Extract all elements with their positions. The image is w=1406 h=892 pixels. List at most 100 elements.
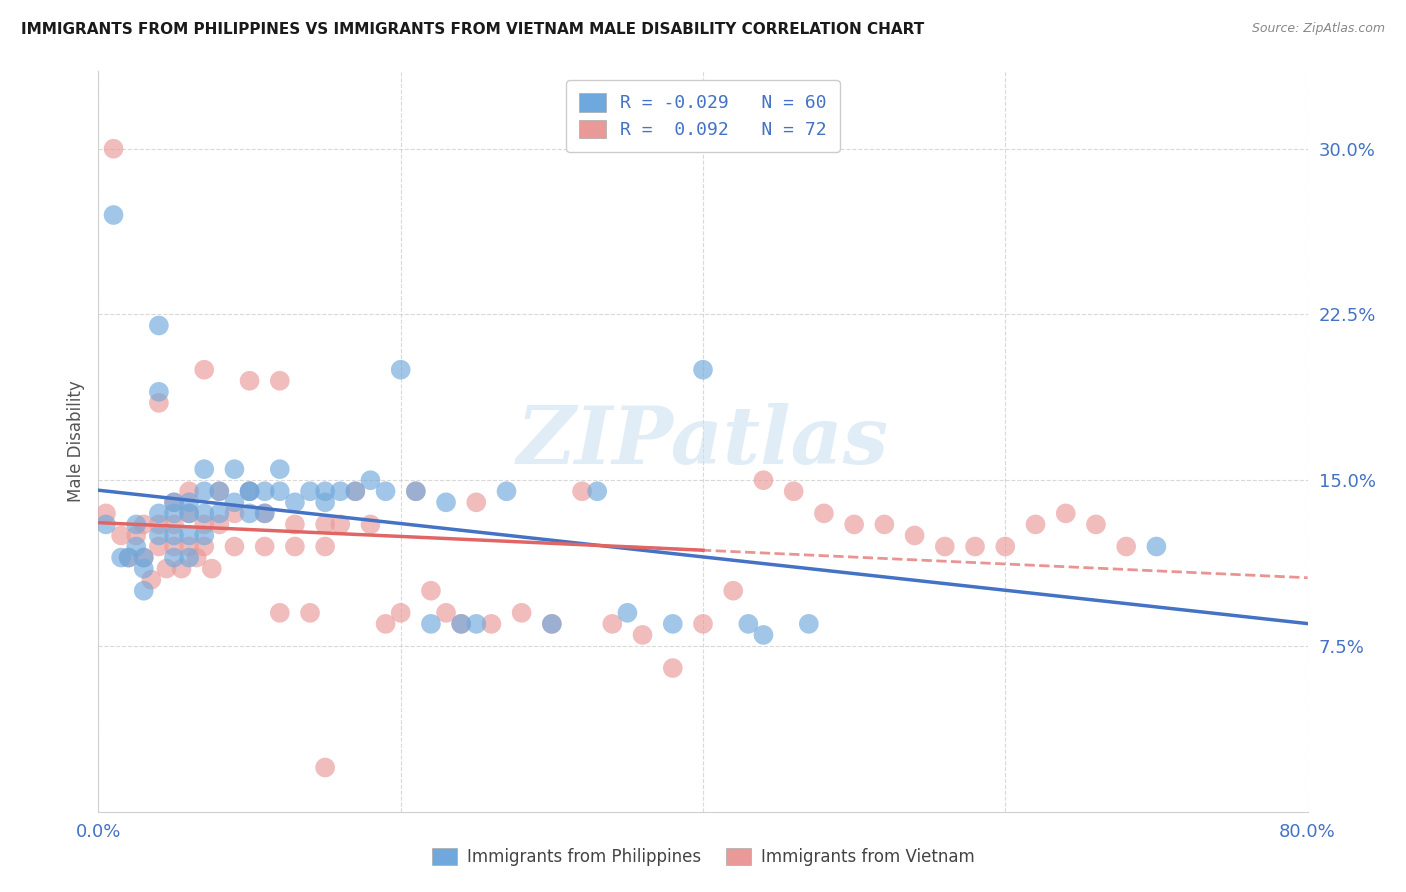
- Point: [224, 540, 246, 554]
- Point: [616, 606, 638, 620]
- Point: [208, 517, 231, 532]
- Point: [179, 507, 201, 521]
- Point: [269, 374, 291, 388]
- Point: [540, 616, 562, 631]
- Point: [118, 550, 141, 565]
- Point: [253, 540, 276, 554]
- Point: [163, 528, 186, 542]
- Point: [540, 616, 562, 631]
- Point: [148, 507, 170, 521]
- Point: [434, 606, 457, 620]
- Point: [329, 517, 352, 532]
- Point: [752, 628, 775, 642]
- Point: [193, 462, 215, 476]
- Point: [269, 606, 291, 620]
- Point: [631, 628, 654, 642]
- Point: [994, 540, 1017, 554]
- Point: [239, 484, 262, 499]
- Point: [132, 583, 155, 598]
- Legend: Immigrants from Philippines, Immigrants from Vietnam: Immigrants from Philippines, Immigrants …: [423, 840, 983, 875]
- Point: [132, 550, 155, 565]
- Point: [193, 507, 215, 521]
- Point: [103, 142, 125, 156]
- Point: [163, 517, 186, 532]
- Point: [1115, 540, 1137, 554]
- Point: [208, 507, 231, 521]
- Point: [661, 661, 683, 675]
- Point: [163, 550, 186, 565]
- Point: [329, 484, 352, 499]
- Point: [284, 517, 307, 532]
- Legend: R = -0.029   N = 60, R =  0.092   N = 72: R = -0.029 N = 60, R = 0.092 N = 72: [567, 80, 839, 152]
- Point: [132, 550, 155, 565]
- Point: [148, 540, 170, 554]
- Point: [374, 616, 396, 631]
- Point: [389, 362, 412, 376]
- Point: [224, 495, 246, 509]
- Point: [94, 517, 117, 532]
- Point: [465, 616, 488, 631]
- Point: [602, 616, 624, 631]
- Point: [186, 550, 208, 565]
- Point: [141, 573, 163, 587]
- Point: [253, 507, 276, 521]
- Point: [179, 550, 201, 565]
- Point: [723, 583, 745, 598]
- Point: [586, 484, 609, 499]
- Point: [239, 484, 262, 499]
- Point: [813, 507, 835, 521]
- Point: [179, 528, 201, 542]
- Point: [179, 540, 201, 554]
- Point: [155, 561, 177, 575]
- Point: [110, 528, 132, 542]
- Point: [118, 550, 141, 565]
- Point: [873, 517, 896, 532]
- Point: [125, 540, 148, 554]
- Point: [193, 540, 215, 554]
- Point: [1085, 517, 1108, 532]
- Point: [434, 495, 457, 509]
- Point: [201, 561, 224, 575]
- Point: [783, 484, 806, 499]
- Point: [965, 540, 987, 554]
- Point: [239, 507, 262, 521]
- Point: [360, 473, 382, 487]
- Point: [344, 484, 367, 499]
- Point: [284, 495, 307, 509]
- Point: [163, 540, 186, 554]
- Point: [571, 484, 593, 499]
- Point: [481, 616, 503, 631]
- Point: [253, 484, 276, 499]
- Point: [844, 517, 866, 532]
- Point: [314, 760, 336, 774]
- Point: [495, 484, 517, 499]
- Point: [420, 616, 443, 631]
- Point: [314, 517, 336, 532]
- Point: [934, 540, 956, 554]
- Point: [239, 484, 262, 499]
- Point: [179, 507, 201, 521]
- Point: [389, 606, 412, 620]
- Point: [193, 362, 215, 376]
- Point: [163, 495, 186, 509]
- Point: [405, 484, 427, 499]
- Text: IMMIGRANTS FROM PHILIPPINES VS IMMIGRANTS FROM VIETNAM MALE DISABILITY CORRELATI: IMMIGRANTS FROM PHILIPPINES VS IMMIGRANT…: [21, 22, 924, 37]
- Point: [132, 517, 155, 532]
- Point: [692, 616, 714, 631]
- Point: [163, 507, 186, 521]
- Point: [737, 616, 759, 631]
- Point: [405, 484, 427, 499]
- Point: [125, 528, 148, 542]
- Point: [208, 484, 231, 499]
- Point: [465, 495, 488, 509]
- Point: [148, 318, 170, 333]
- Point: [269, 462, 291, 476]
- Point: [284, 540, 307, 554]
- Point: [170, 561, 193, 575]
- Point: [797, 616, 820, 631]
- Point: [450, 616, 472, 631]
- Point: [360, 517, 382, 532]
- Point: [110, 550, 132, 565]
- Point: [904, 528, 927, 542]
- Point: [253, 507, 276, 521]
